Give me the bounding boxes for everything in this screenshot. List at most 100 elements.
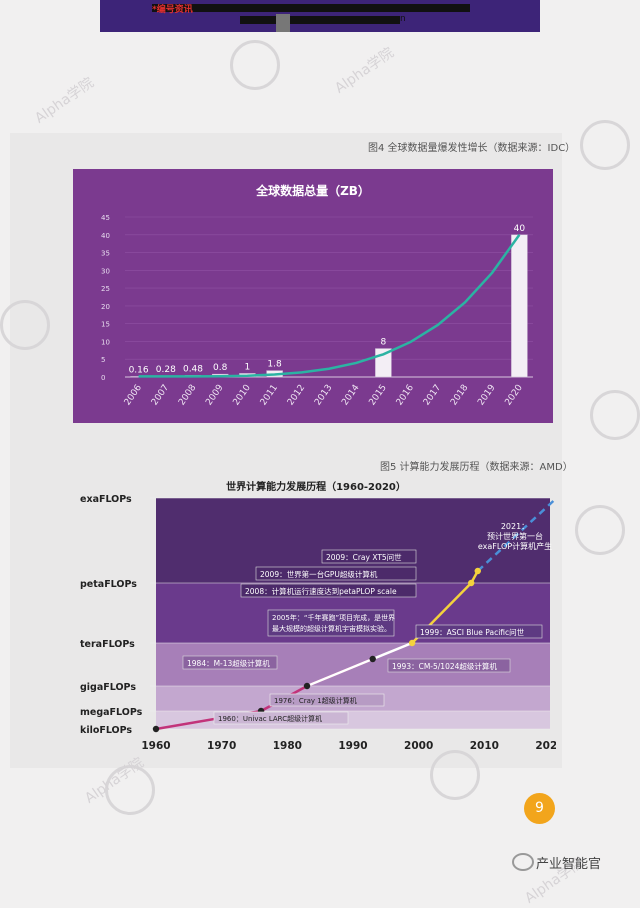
x-tick-label: 2012 <box>286 383 307 407</box>
y-tick-label: 20 <box>101 303 110 311</box>
x-tick-label: 2007 <box>150 383 171 407</box>
annotation-box <box>387 658 511 673</box>
x-tick-label: 2019 <box>476 383 497 408</box>
chart-title: 全球数据总量（ZB） <box>255 183 370 198</box>
annotation-text: 2009：世界第一台GPU超级计算机 <box>260 569 378 579</box>
x-tick-label: 2010 <box>470 740 499 752</box>
y-tick-label: 40 <box>101 232 110 240</box>
data-point <box>468 579 475 587</box>
data-volume-chart: 全球数据总量（ZB） 0 5 10 15 20 25 30 35 40 45 0.16 2006 0.28… <box>101 183 533 408</box>
data-point <box>408 639 416 647</box>
data-label: 0.8 <box>213 363 228 373</box>
annotation-text: 最大规模的超级计算机宇宙模拟实验。 <box>272 624 391 633</box>
x-tick-label: 2020 <box>504 383 525 408</box>
annotation-text: 1993：CM-5/1024超级计算机 <box>392 661 497 671</box>
x-tick-label: 2018 <box>449 383 470 408</box>
annotation-box <box>213 711 349 725</box>
seal-watermark <box>580 120 630 170</box>
data-point <box>152 725 160 733</box>
x-tick-label: 2020 <box>535 740 556 752</box>
x-tick-label: 1980 <box>273 740 302 752</box>
data-label: 1.8 <box>267 360 282 370</box>
annotation-text: 预计世界第一台 <box>487 531 543 541</box>
x-tick-label: 1960 <box>141 740 170 752</box>
data-point <box>474 567 481 575</box>
y-level-label: teraFLOPs <box>80 639 135 650</box>
y-tick-label: 35 <box>101 250 110 258</box>
data-label: 40 <box>514 224 526 234</box>
footer-account-name: 产业智能官 <box>536 857 602 872</box>
y-tick-label: 0 <box>101 374 105 382</box>
annotation-text: 2005年：“千年赛跑”项目完成，是世界 <box>272 613 395 622</box>
x-tick-label: 2016 <box>395 383 416 408</box>
computing-power-chart: 世界计算能力发展历程（1960-2020） kiloFLOPs megaFLOPs g… <box>80 480 565 752</box>
annotation-box <box>182 655 278 670</box>
y-level-label: megaFLOPs <box>80 707 143 718</box>
watermark-text: Alpha学院 <box>32 74 97 127</box>
data-label: 0.16 <box>129 365 149 375</box>
y-tick-label: 10 <box>101 338 110 346</box>
seal-watermark <box>575 505 625 555</box>
annotation-box <box>269 693 385 707</box>
x-tick-label: 2010 <box>232 383 253 408</box>
x-tick-label: 2008 <box>177 383 198 408</box>
header-red-text: *编号资讯 <box>152 5 193 15</box>
x-tick-label: 2000 <box>404 740 433 752</box>
y-tick-label: 15 <box>101 321 110 329</box>
annotation-box <box>267 609 395 637</box>
figure4-chart: 全球数据总量（ZB） 0 5 10 15 20 25 30 35 40 45 0.16 2006 0.28… <box>73 169 553 423</box>
y-level-label: exaFLOPs <box>80 494 132 505</box>
seal-watermark <box>590 390 640 440</box>
y-tick-label: 30 <box>101 267 110 275</box>
seal-watermark <box>430 750 480 800</box>
annotation-text: 2021： <box>501 522 529 531</box>
x-tick-label: 2006 <box>123 383 144 408</box>
x-tick-label: 2009 <box>204 383 225 408</box>
data-label: 1 <box>245 362 251 372</box>
annotation-text: 1976：Cray 1超级计算机 <box>274 696 357 705</box>
y-level-label: petaFLOPs <box>80 579 137 590</box>
trend-line <box>138 234 521 378</box>
y-tick-label: 5 <box>101 356 105 364</box>
annotation-text: 2008：计算机运行速度达到petaPLOP scale <box>245 586 397 596</box>
x-tick-label: 2013 <box>313 383 334 407</box>
watermark-text: Alpha学院 <box>332 44 397 97</box>
annotation-box <box>321 549 417 564</box>
x-tick-label: 1970 <box>207 740 236 752</box>
annotation-box <box>240 583 417 598</box>
seal-watermark <box>230 40 280 90</box>
x-tick-label: 2017 <box>422 383 443 407</box>
annotation-text: 1960：Univac LARC超级计算机 <box>218 714 322 723</box>
x-tick-label: 2011 <box>259 383 280 407</box>
data-label: 0.48 <box>183 364 203 374</box>
data-label: 8 <box>381 338 387 348</box>
chart-title: 世界计算能力发展历程（1960-2020） <box>226 480 406 493</box>
projection-line <box>476 497 558 572</box>
y-level-label: kiloFLOPs <box>80 725 132 736</box>
x-tick-label: 1990 <box>338 740 367 752</box>
figure5-chart: 世界计算能力发展历程（1960-2020） kiloFLOPs megaFLOPs g… <box>70 476 565 760</box>
wechat-icon <box>512 853 534 871</box>
y-tick-label: 45 <box>101 214 110 222</box>
data-label: 0.28 <box>156 365 176 375</box>
x-tick-label: 2014 <box>340 383 361 408</box>
annotation-text: 1984：M-13超级计算机 <box>187 658 270 668</box>
header-number-text: n <box>400 14 406 24</box>
header-bar: *编号资讯 n <box>100 0 540 32</box>
annotation-text: 2009：Cray XT5问世 <box>326 552 402 562</box>
seal-watermark <box>0 300 50 350</box>
page-number-badge: 9 <box>524 793 555 824</box>
redacted-block <box>276 14 290 32</box>
annotation-box <box>255 566 417 581</box>
figure4-caption: 图4 全球数据量爆发性增长（数据来源：IDC） <box>368 143 576 154</box>
data-bar <box>511 234 528 378</box>
y-tick-label: 25 <box>101 285 110 293</box>
annotation-text: exaFLOP计算机产生 <box>478 541 552 551</box>
redacted-line <box>240 16 400 24</box>
annotation-text: 1999：ASCI Blue Pacific问世 <box>420 627 525 637</box>
y-level-label: gigaFLOPs <box>80 682 136 693</box>
data-point <box>369 655 376 663</box>
seal-watermark <box>105 765 155 815</box>
data-point <box>303 682 311 690</box>
redacted-line <box>152 4 470 12</box>
